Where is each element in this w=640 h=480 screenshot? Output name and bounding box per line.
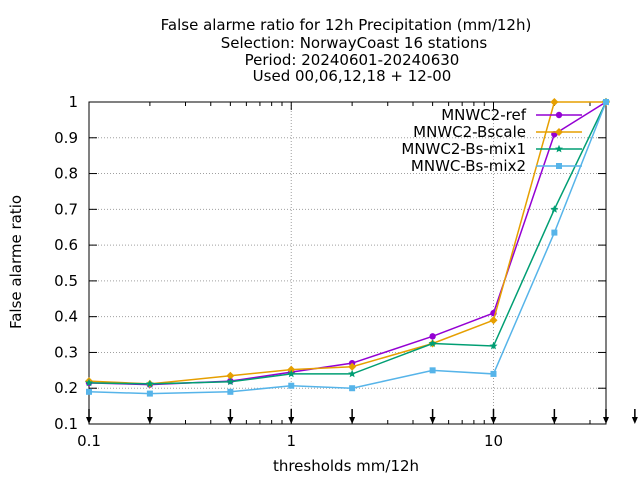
- x-axis-label: thresholds mm/12h: [273, 457, 419, 475]
- data-point: [146, 390, 153, 397]
- data-point: [603, 99, 609, 105]
- series-line: [88, 101, 607, 395]
- data-point: [489, 316, 498, 325]
- data-point: [489, 341, 498, 350]
- x-tick-label: 1: [286, 432, 296, 450]
- legend-entry: MNWC-Bs-mix2: [411, 157, 582, 175]
- threshold-arrow: [603, 409, 609, 424]
- y-tick-label: 0.7: [54, 200, 78, 218]
- threshold-arrow: [86, 409, 92, 424]
- threshold-markers: [86, 409, 638, 424]
- y-tick-label: 1: [68, 93, 78, 111]
- data-point: [550, 205, 559, 213]
- y-tick-label: 0.3: [54, 343, 78, 361]
- data-point: [429, 367, 436, 374]
- threshold-arrow: [631, 409, 638, 424]
- y-tick-label: 0.9: [54, 129, 78, 147]
- y-tick-label: 0.2: [54, 379, 78, 397]
- y-tick-label: 0.6: [54, 236, 78, 254]
- series-line: [88, 101, 606, 385]
- legend: MNWC2-refMNWC2-BscaleMNWC2-Bs-mix1MNWC-B…: [401, 106, 582, 175]
- chart-title: False alarme ratio for 12h Precipitation…: [161, 16, 532, 85]
- threshold-arrow-head: [146, 417, 153, 424]
- grid: [89, 102, 606, 424]
- x-tick-label: 10: [484, 432, 503, 450]
- legend-label: MNWC2-Bs-mix1: [401, 140, 526, 158]
- data-point: [428, 339, 437, 347]
- data-point: [550, 98, 559, 106]
- data-point: [145, 379, 154, 388]
- axes: 0.1 0.2 0.3 0.4 0.5 0.6 0.7 0.8 0.9 1 0.1 1 10: [54, 93, 606, 450]
- threshold-arrow-head: [631, 417, 638, 424]
- legend-label: MNWC-Bs-mix2: [411, 157, 526, 175]
- data-point: [86, 388, 92, 395]
- data-point: [287, 365, 296, 374]
- legend-label: MNWC2-Bscale: [413, 123, 526, 141]
- legend-entry: MNWC2-Bs-mix1: [401, 140, 582, 158]
- threshold-arrow-head: [603, 417, 609, 424]
- data-point: [227, 388, 234, 395]
- legend-entry: MNWC2-Bscale: [413, 123, 582, 141]
- data-point: [226, 377, 235, 386]
- data-point: [85, 378, 93, 387]
- threshold-arrow-head: [227, 417, 234, 424]
- series-line: [88, 101, 607, 386]
- series-group: [86, 99, 609, 397]
- threshold-arrow: [429, 409, 436, 424]
- threshold-arrow-head: [490, 417, 497, 424]
- threshold-arrow: [551, 409, 558, 424]
- y-tick-label: 0.4: [54, 308, 78, 326]
- legend-marker: [556, 163, 562, 169]
- title-line: Period: 20240601-20240630: [245, 51, 460, 69]
- series-group: [85, 97, 610, 388]
- title-line: Used 00,06,12,18 + 12-00: [253, 67, 452, 85]
- y-tick-label: 0.5: [54, 272, 78, 290]
- threshold-arrow-head: [349, 417, 356, 424]
- series-group: [85, 98, 610, 388]
- series: [85, 97, 610, 397]
- y-axis-label: False alarme ratio: [7, 195, 25, 329]
- threshold-arrow-head: [551, 417, 558, 424]
- data-point: [349, 385, 356, 392]
- threshold-arrow: [490, 409, 497, 424]
- data-point: [429, 333, 436, 340]
- threshold-arrow-head: [86, 417, 92, 424]
- series-group: [85, 98, 610, 388]
- threshold-arrow: [349, 409, 356, 424]
- threshold-arrow: [146, 409, 153, 424]
- data-point: [551, 229, 558, 236]
- legend-marker: [555, 111, 563, 119]
- legend-marker: [555, 144, 563, 153]
- threshold-arrow-head: [288, 417, 295, 424]
- plot-border: [88, 101, 607, 425]
- legend-label: MNWC2-ref: [441, 106, 526, 124]
- threshold-arrow: [288, 409, 295, 424]
- threshold-arrow: [227, 409, 234, 424]
- data-point: [226, 371, 235, 380]
- legend-marker: [555, 128, 563, 136]
- data-point: [490, 370, 497, 377]
- title-line: False alarme ratio for 12h Precipitation…: [161, 16, 532, 34]
- x-tick-label: 0.1: [77, 432, 101, 450]
- threshold-arrow-head: [429, 417, 436, 424]
- data-point: [287, 369, 296, 378]
- y-tick-label: 0.8: [54, 165, 78, 183]
- title-line: Selection: NorwayCoast 16 stations: [221, 34, 488, 52]
- data-point: [288, 382, 295, 389]
- series-line: [88, 101, 607, 385]
- data-point: [348, 362, 357, 371]
- y-tick-label: 0.1: [54, 415, 78, 433]
- legend-entry: MNWC2-ref: [441, 106, 582, 124]
- data-point: [348, 369, 357, 378]
